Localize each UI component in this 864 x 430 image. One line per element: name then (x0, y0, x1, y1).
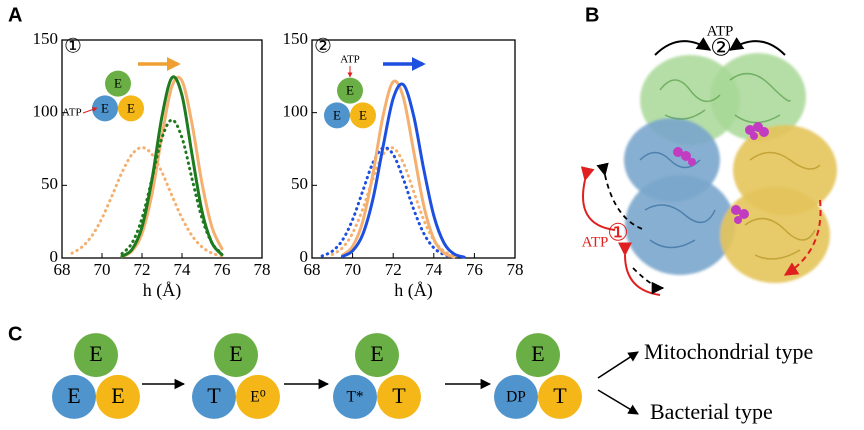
subunit (494, 374, 538, 419)
curve (120, 75, 224, 259)
subunit-label: T (553, 383, 567, 408)
subunit-label: T (392, 383, 406, 408)
outcome-label: Bacterial type (650, 399, 773, 424)
x-tick-label: 72 (134, 260, 151, 279)
subunit-label: E (67, 383, 80, 408)
x-tick-label: 68 (304, 260, 321, 279)
subunit-label: E (531, 341, 544, 366)
y-tick-label: 0 (300, 247, 309, 266)
x-tick-label: 74 (174, 260, 192, 279)
subunit (324, 102, 350, 129)
pathway-arrows (142, 351, 639, 415)
plot-frame (311, 39, 516, 259)
y-tick-label: 100 (33, 102, 59, 121)
subunit-label: E (370, 341, 383, 366)
subunit (516, 333, 560, 378)
y-tick-label: 150 (283, 29, 309, 48)
curve (320, 146, 456, 259)
y-tick-label: 150 (33, 29, 59, 48)
x-axis-label: h (Å) (394, 280, 433, 301)
subunit (192, 374, 236, 419)
atp-label: ATP (707, 23, 734, 39)
subunit-label: E (229, 341, 242, 366)
subunit (105, 70, 131, 97)
subunit (236, 374, 280, 419)
y-tick-label: 50 (291, 174, 308, 193)
subunit-label: T* (346, 388, 363, 405)
atp-arrow (82, 107, 98, 114)
x-tick-label: 74 (425, 260, 443, 279)
subunit-label: E (89, 341, 102, 366)
subunit (377, 374, 421, 419)
subunit-label: E (101, 100, 109, 115)
subunit (74, 333, 118, 378)
panel-letter: B (585, 4, 599, 26)
subunit (355, 333, 399, 378)
subunit-label: E (333, 107, 341, 122)
atp-label: ATP (340, 54, 360, 66)
subunit-label: E (111, 383, 124, 408)
x-tick-label: 76 (466, 260, 483, 279)
subunit (350, 102, 376, 129)
x-tick-label: 68 (54, 260, 71, 279)
outcome-label: Mitochondrial type (644, 339, 813, 364)
x-tick-label: 78 (507, 260, 524, 279)
x-axis-label: h (Å) (143, 280, 182, 301)
curve (70, 146, 224, 258)
panel-letter: A (8, 4, 22, 26)
state-label: ① (64, 36, 82, 58)
subunit-label: DP (506, 388, 526, 405)
subunit (52, 374, 96, 419)
subunit (214, 333, 258, 378)
subunit (333, 374, 377, 419)
curve (340, 79, 456, 259)
state-label: ② (314, 36, 332, 58)
y-tick-label: 0 (50, 247, 59, 266)
state-label: ② (710, 36, 732, 62)
protein-structure: ATP ② ATP ① (580, 23, 837, 296)
subunit-label: E (346, 83, 354, 98)
atp-label: ATP (62, 107, 82, 119)
x-tick-label: 78 (254, 260, 271, 279)
subunit-label: E (114, 76, 122, 91)
subunit (96, 374, 140, 419)
y-tick-label: 100 (283, 102, 309, 121)
state-label: ① (607, 221, 629, 247)
subunit-label: E⁰ (250, 388, 266, 405)
x-tick-label: 76 (214, 260, 231, 279)
subunit-label: T (207, 383, 221, 408)
plot-frame (61, 39, 263, 259)
panel-letter: C (8, 323, 22, 345)
x-tick-label: 72 (385, 260, 402, 279)
subunit (538, 374, 582, 419)
subunit-label: E (359, 107, 367, 122)
y-tick-label: 50 (41, 174, 58, 193)
curve (120, 75, 224, 258)
subunit (92, 95, 118, 122)
subunit-label: E (127, 100, 135, 115)
curve (330, 146, 456, 258)
atp-label: ATP (582, 234, 609, 250)
subunit (118, 95, 144, 122)
curve (340, 82, 466, 259)
x-tick-label: 70 (94, 260, 111, 279)
subunit (337, 77, 363, 104)
x-tick-label: 70 (344, 260, 361, 279)
